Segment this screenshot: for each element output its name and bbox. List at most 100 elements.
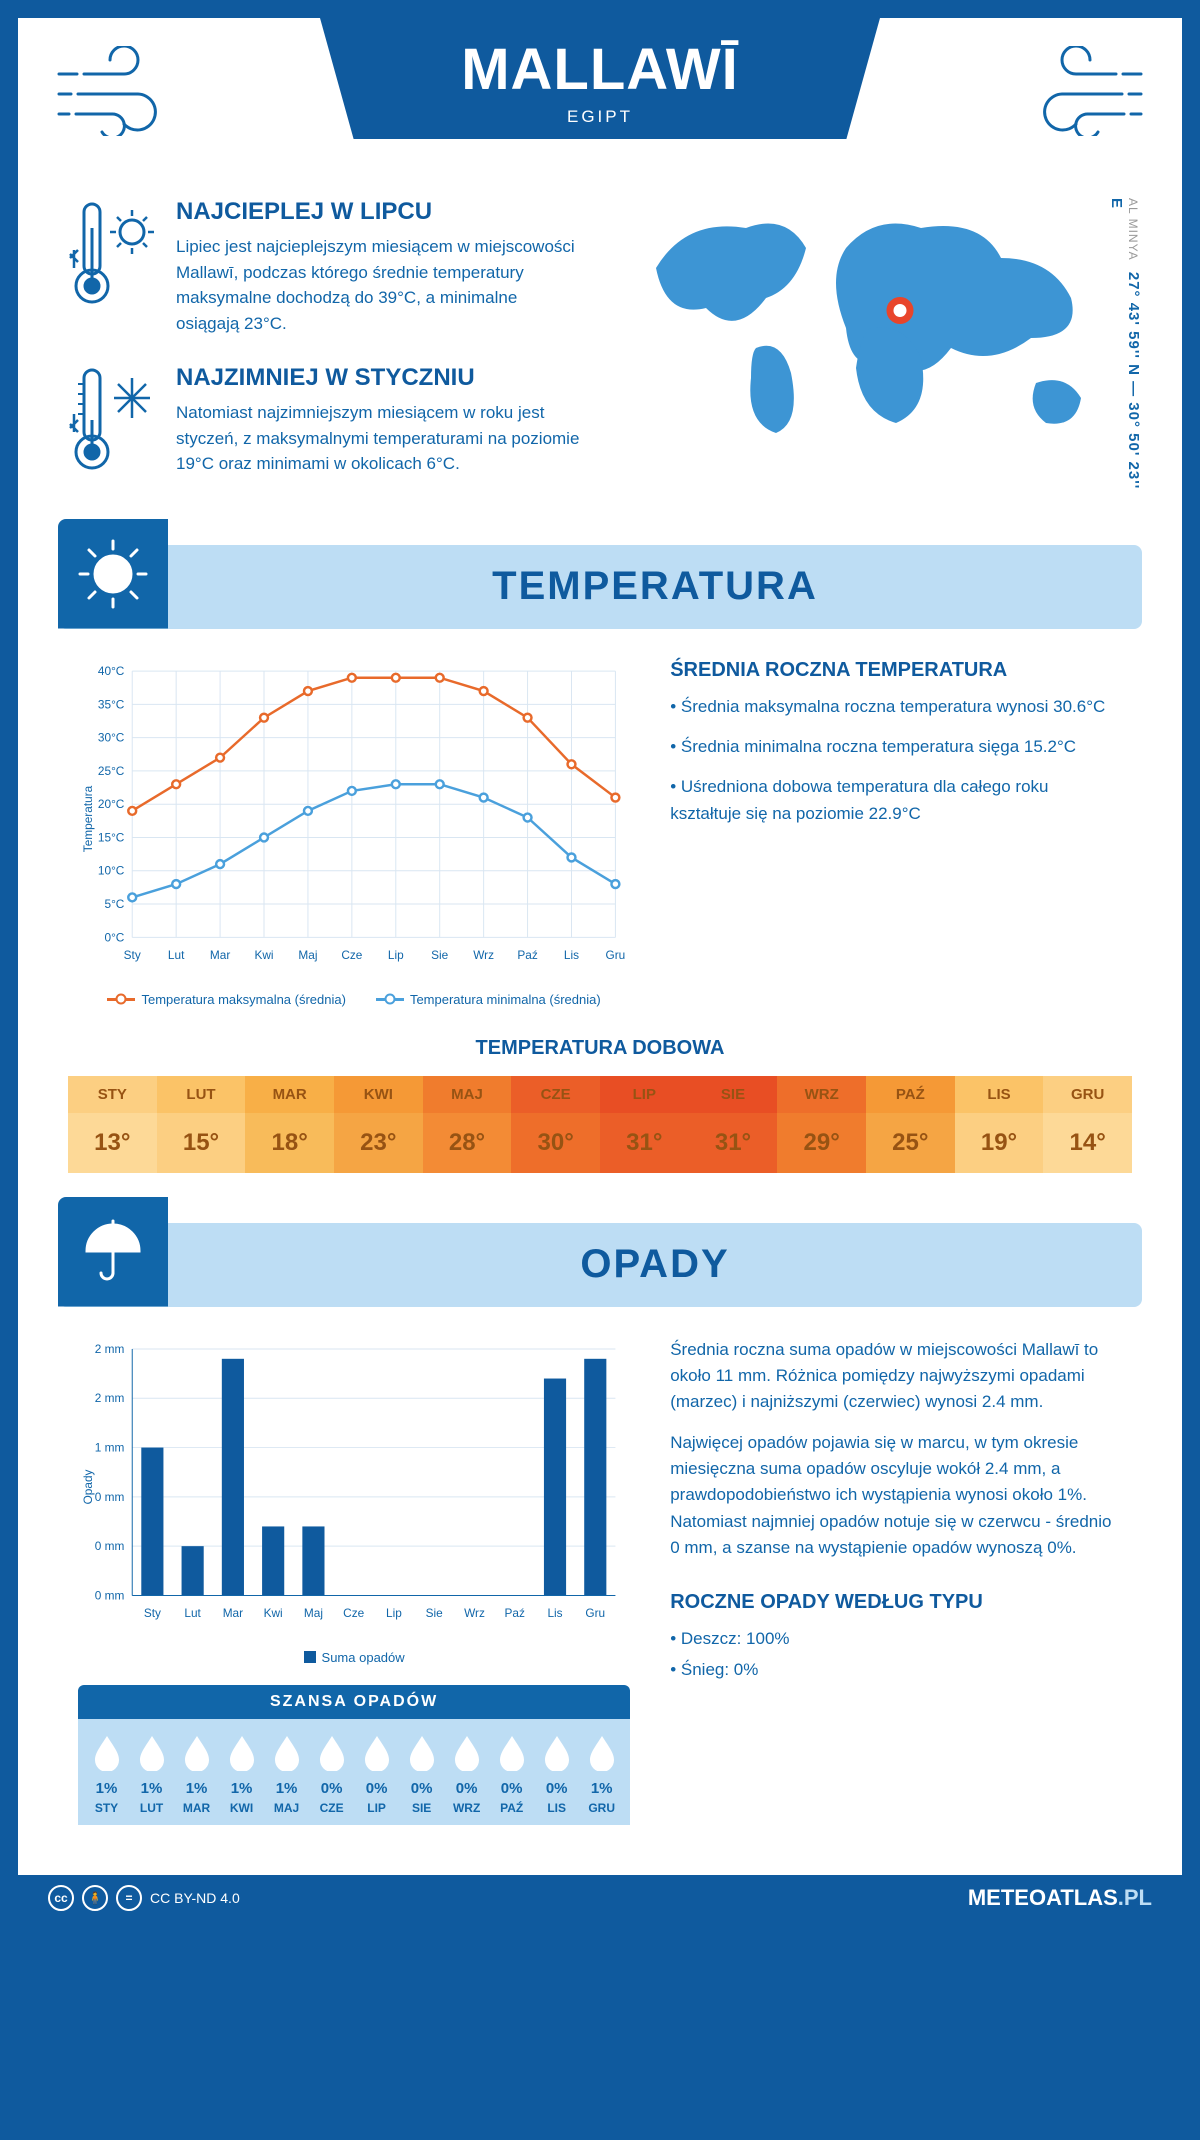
svg-text:30°C: 30°C	[98, 730, 125, 744]
svg-text:Sie: Sie	[431, 948, 449, 962]
temperature-row: 0°C5°C10°C15°C20°C25°C30°C35°C40°CStyLut…	[18, 659, 1182, 1027]
daily-value: 31°	[600, 1113, 689, 1173]
chance-cell: 0%SIE	[399, 1733, 444, 1815]
page-frame: MALLAWĪ EGIPT NAJC	[0, 0, 1200, 1939]
thermometer-snow-icon	[68, 364, 158, 474]
precip-legend-label: Suma opadów	[322, 1650, 405, 1665]
svg-text:Temperatura: Temperatura	[81, 785, 95, 852]
daily-month: LUT	[157, 1076, 246, 1113]
svg-text:Maj: Maj	[298, 948, 317, 962]
chance-cell: 1%GRU	[579, 1733, 624, 1815]
drop-icon	[497, 1733, 527, 1771]
svg-text:Cze: Cze	[343, 1606, 364, 1620]
precip-chart: 0 mm0 mm0 mm1 mm2 mm2 mmOpadyStyLutMarKw…	[78, 1337, 630, 1825]
brand-tld: .PL	[1118, 1885, 1152, 1910]
precip-paragraph: Średnia roczna suma opadów w miejscowośc…	[670, 1337, 1122, 1416]
section-label: TEMPERATURA	[168, 564, 1142, 609]
license-block: cc 🧍 = CC BY-ND 4.0	[48, 1885, 240, 1911]
svg-text:Opady: Opady	[81, 1469, 95, 1504]
fact-warmest: NAJCIEPLEJ W LIPCU Lipiec jest najcieple…	[68, 198, 580, 336]
drop-icon	[452, 1733, 482, 1771]
drop-icon	[362, 1733, 392, 1771]
precip-type: • Deszcz: 100%	[670, 1626, 1122, 1652]
svg-text:Paź: Paź	[505, 1606, 525, 1620]
chance-cell: 1%MAJ	[264, 1733, 309, 1815]
svg-text:Sty: Sty	[144, 1606, 161, 1620]
svg-text:Sty: Sty	[124, 948, 141, 962]
svg-text:Maj: Maj	[304, 1606, 323, 1620]
daily-value: 30°	[511, 1113, 600, 1173]
svg-text:40°C: 40°C	[98, 664, 125, 678]
svg-text:Lis: Lis	[564, 948, 579, 962]
daily-temperature: TEMPERATURA DOBOWA STYLUTMARKWIMAJCZELIP…	[18, 1037, 1182, 1213]
drop-icon	[227, 1733, 257, 1771]
daily-month: KWI	[334, 1076, 423, 1113]
license-text: CC BY-ND 4.0	[150, 1890, 240, 1906]
section-label: OPADY	[168, 1242, 1142, 1287]
svg-text:0 mm: 0 mm	[95, 1588, 125, 1602]
page-title: MALLAWĪ	[320, 36, 880, 103]
drop-icon	[407, 1733, 437, 1771]
svg-text:Wrz: Wrz	[473, 948, 494, 962]
svg-text:Kwi: Kwi	[264, 1606, 283, 1620]
fact-coldest-title: NAJZIMNIEJ W STYCZNIU	[176, 364, 580, 392]
chance-cell: 1%STY	[84, 1733, 129, 1815]
svg-text:0 mm: 0 mm	[95, 1539, 125, 1553]
title-tab: MALLAWĪ EGIPT	[320, 18, 880, 139]
sun-icon	[58, 519, 168, 629]
svg-text:Mar: Mar	[210, 948, 230, 962]
umbrella-icon	[58, 1197, 168, 1307]
svg-text:2 mm: 2 mm	[95, 1341, 125, 1355]
svg-text:5°C: 5°C	[104, 896, 124, 910]
drop-icon	[92, 1733, 122, 1771]
by-icon: 🧍	[82, 1885, 108, 1911]
chance-title: SZANSA OPADÓW	[78, 1685, 630, 1719]
temperature-aside: ŚREDNIA ROCZNA TEMPERATURA • Średnia mak…	[670, 659, 1122, 1007]
daily-month: MAJ	[423, 1076, 512, 1113]
drop-icon	[317, 1733, 347, 1771]
svg-text:Sie: Sie	[426, 1606, 444, 1620]
chance-cell: 0%LIS	[534, 1733, 579, 1815]
daily-value: 29°	[777, 1113, 866, 1173]
world-map-box: AL MINYA 27° 43' 59'' N — 30° 50' 23'' E	[620, 198, 1132, 505]
drop-icon	[542, 1733, 572, 1771]
svg-text:Paź: Paź	[517, 948, 537, 962]
precip-paragraph: Najwięcej opadów pojawia się w marcu, w …	[670, 1430, 1122, 1562]
daily-value: 31°	[689, 1113, 778, 1173]
svg-text:Lut: Lut	[184, 1606, 201, 1620]
daily-value: 19°	[955, 1113, 1044, 1173]
svg-text:Wrz: Wrz	[464, 1606, 485, 1620]
daily-month: MAR	[245, 1076, 334, 1113]
svg-text:Lis: Lis	[547, 1606, 562, 1620]
daily-temp-grid: STYLUTMARKWIMAJCZELIPSIEWRZPAŹLISGRU13°1…	[68, 1076, 1132, 1173]
drop-icon	[272, 1733, 302, 1771]
daily-value: 25°	[866, 1113, 955, 1173]
aside-bullet: • Średnia minimalna roczna temperatura s…	[670, 734, 1122, 760]
daily-value: 23°	[334, 1113, 423, 1173]
svg-text:15°C: 15°C	[98, 830, 125, 844]
daily-temp-title: TEMPERATURA DOBOWA	[68, 1037, 1132, 1060]
svg-text:Lip: Lip	[386, 1606, 402, 1620]
daily-month: SIE	[689, 1076, 778, 1113]
fact-coldest-text: Natomiast najzimniejszym miesiącem w rok…	[176, 400, 580, 477]
svg-text:2 mm: 2 mm	[95, 1391, 125, 1405]
daily-month: LIS	[955, 1076, 1044, 1113]
fact-warmest-title: NAJCIEPLEJ W LIPCU	[176, 198, 580, 226]
daily-month: PAŹ	[866, 1076, 955, 1113]
legend-item: Temperatura minimalna (średnia)	[376, 992, 601, 1007]
footer: cc 🧍 = CC BY-ND 4.0 METEOATLAS.PL	[18, 1875, 1182, 1921]
temperature-legend: Temperatura maksymalna (średnia)Temperat…	[78, 992, 630, 1007]
fact-coldest: NAJZIMNIEJ W STYCZNIU Natomiast najzimni…	[68, 364, 580, 477]
svg-text:25°C: 25°C	[98, 763, 125, 777]
daily-value: 13°	[68, 1113, 157, 1173]
header: MALLAWĪ EGIPT	[18, 18, 1182, 178]
daily-value: 14°	[1043, 1113, 1132, 1173]
aside-bullet: • Średnia maksymalna roczna temperatura …	[670, 694, 1122, 720]
chance-cell: 0%PAŹ	[489, 1733, 534, 1815]
fact-warmest-text: Lipiec jest najcieplejszym miesiącem w m…	[176, 234, 580, 336]
daily-value: 18°	[245, 1113, 334, 1173]
svg-text:35°C: 35°C	[98, 697, 125, 711]
precip-row: 0 mm0 mm0 mm1 mm2 mm2 mmOpadyStyLutMarKw…	[18, 1337, 1182, 1845]
svg-text:Lip: Lip	[388, 948, 404, 962]
daily-value: 15°	[157, 1113, 246, 1173]
